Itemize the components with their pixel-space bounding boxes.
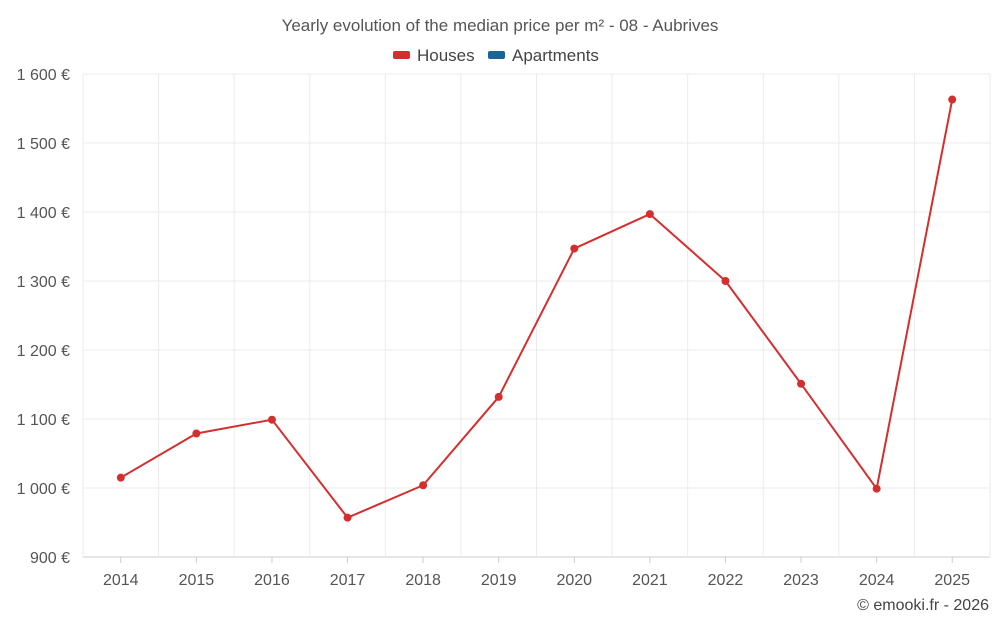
x-tick-label: 2015 (179, 572, 215, 589)
legend-marker-apartments (488, 51, 505, 59)
data-point-houses-2017[interactable] (343, 513, 352, 522)
x-tick-label: 2024 (859, 572, 895, 589)
chart-title: Yearly evolution of the median price per… (282, 16, 719, 35)
grid (82, 73, 991, 558)
x-tick-label: 2017 (330, 572, 366, 589)
y-tick-label: 1 400 € (17, 205, 70, 222)
data-point-houses-2018[interactable] (419, 481, 428, 490)
y-tick-label: 1 000 € (17, 481, 70, 498)
y-tick-label: 900 € (30, 550, 70, 567)
x-tick-label: 2025 (934, 572, 970, 589)
x-tick-label: 2023 (783, 572, 819, 589)
data-point-houses-2020[interactable] (570, 244, 579, 253)
axes: 900 € 1 000 € 1 100 € 1 200 € 1 300 € 1 400 €… (17, 67, 970, 589)
data-point-houses-2019[interactable] (494, 392, 503, 401)
x-tick-label: 2018 (405, 572, 441, 589)
data-point-houses-2025[interactable] (948, 95, 957, 104)
series-line-houses (119, 98, 954, 519)
x-tick-label: 2020 (556, 572, 592, 589)
data-point-houses-2023[interactable] (797, 379, 806, 388)
y-tick-label: 1 600 € (17, 67, 70, 84)
data-point-houses-2022[interactable] (721, 277, 730, 285)
x-tick-label: 2014 (103, 572, 139, 589)
series-layer (116, 95, 957, 522)
y-tick-label: 1 100 € (17, 412, 70, 429)
legend-label-houses[interactable]: Houses (417, 46, 475, 65)
y-tick-label: 1 300 € (17, 274, 70, 291)
x-tick-label: 2021 (632, 572, 668, 589)
data-point-houses-2014[interactable] (116, 473, 125, 482)
data-point-houses-2016[interactable] (267, 415, 276, 424)
legend-marker-houses (393, 51, 410, 59)
data-point-houses-2021[interactable] (645, 210, 654, 219)
x-tick-label: 2022 (708, 572, 744, 589)
y-tick-label: 1 200 € (17, 343, 70, 360)
legend: Houses Apartments (393, 46, 599, 65)
x-tick-label: 2019 (481, 572, 517, 589)
x-tick-label: 2016 (254, 572, 290, 589)
data-point-houses-2024[interactable] (872, 484, 881, 493)
data-point-houses-2015[interactable] (192, 429, 201, 438)
legend-label-apartments[interactable]: Apartments (512, 46, 599, 65)
y-tick-label: 1 500 € (17, 136, 70, 153)
credit-text: © emooki.fr - 2026 (857, 597, 989, 614)
